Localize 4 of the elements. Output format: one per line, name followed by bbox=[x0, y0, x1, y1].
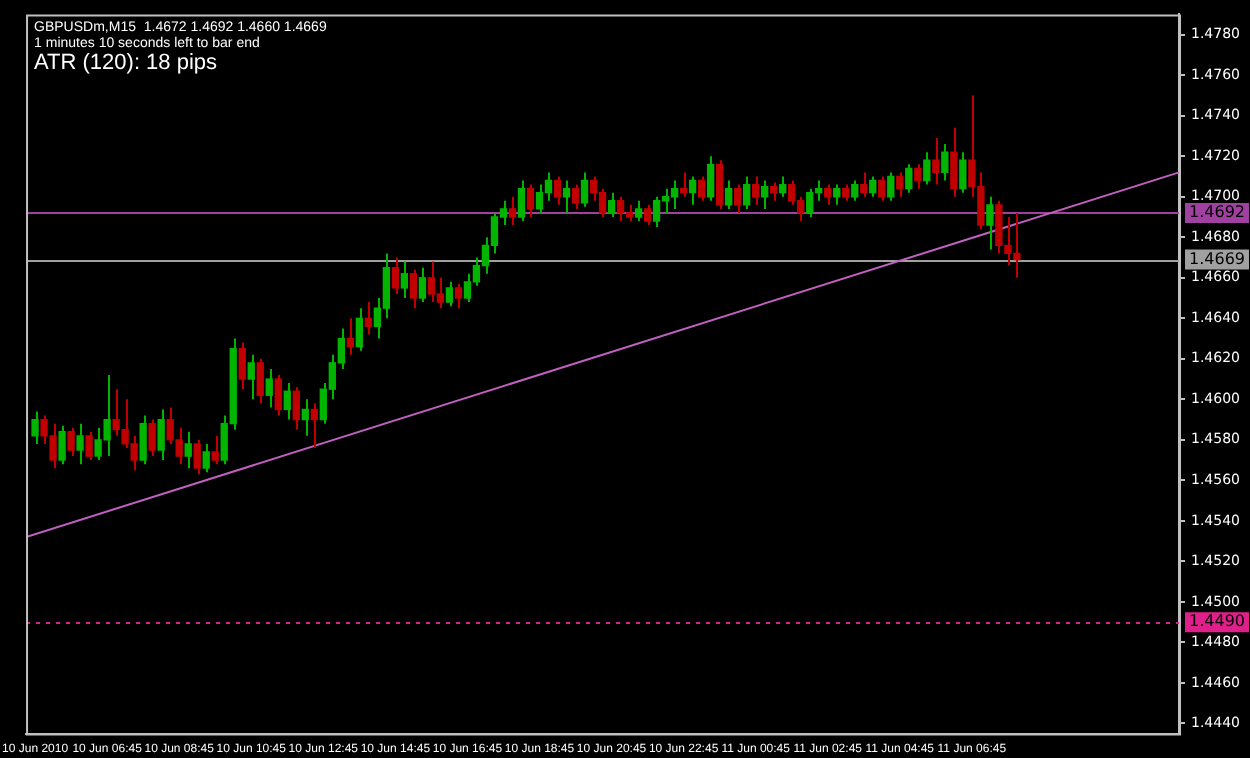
ref-line-label: 1.4692 bbox=[1189, 203, 1246, 222]
ref-line-label: 1.4669 bbox=[1189, 249, 1246, 268]
ref-line-label: 1.4490 bbox=[1189, 612, 1246, 631]
annotation: ATR (120): 18 pips bbox=[34, 51, 219, 76]
